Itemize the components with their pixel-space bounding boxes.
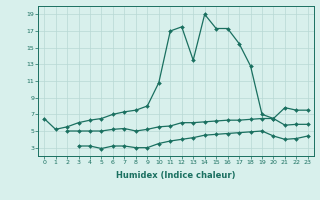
X-axis label: Humidex (Indice chaleur): Humidex (Indice chaleur) <box>116 171 236 180</box>
